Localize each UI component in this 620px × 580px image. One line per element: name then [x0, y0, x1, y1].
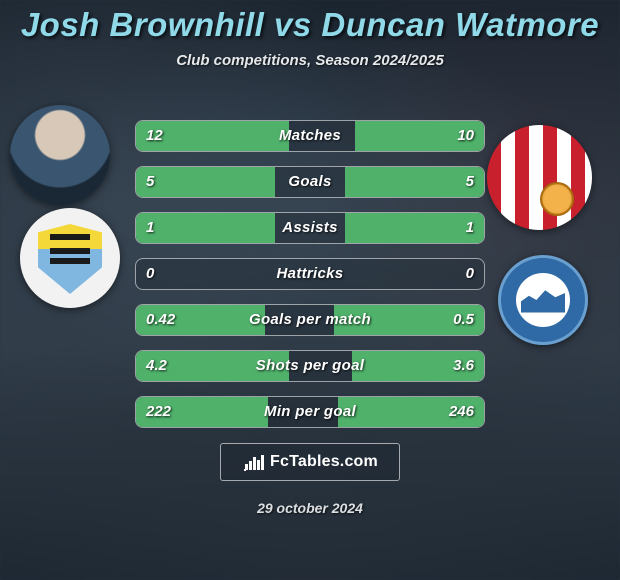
source-logo: FcTables.com — [220, 443, 400, 481]
barchart-icon — [242, 451, 264, 473]
stat-value-right: 10 — [457, 121, 474, 151]
stats-table: 12Matches105Goals51Assists10Hattricks00.… — [135, 120, 485, 442]
stat-label: Goals — [288, 167, 331, 197]
infographic-container: Josh Brownhill vs Duncan Watmore Club co… — [0, 0, 620, 580]
date-label: 29 october 2024 — [257, 500, 363, 516]
player1-club-crest — [20, 208, 120, 308]
stat-value-left: 12 — [146, 121, 163, 151]
player1-avatar — [10, 105, 110, 205]
stat-value-left: 0.42 — [146, 305, 175, 335]
stat-value-left: 1 — [146, 213, 154, 243]
stat-row: 5 Goals 5 — [135, 166, 485, 198]
stat-value-left: 5 — [146, 167, 154, 197]
stat-label: Hattricks — [277, 259, 344, 289]
stat-value-left: 0 — [146, 259, 154, 289]
stat-row: 4.2 Shots per goal 3.6 — [135, 350, 485, 382]
stat-row: 0.42 Goals per match 0.5 — [135, 304, 485, 336]
stat-row: 1 Assists 1 — [135, 212, 485, 244]
stat-row: 0 Hattricks 0 — [135, 258, 485, 290]
subtitle: Club competitions, Season 2024/2025 — [0, 52, 620, 69]
stat-value-left: 222 — [146, 397, 171, 427]
stat-fill-right — [345, 213, 484, 243]
stat-label: Shots per goal — [256, 351, 364, 381]
stat-label: Assists — [282, 213, 337, 243]
player2-avatar — [487, 125, 592, 230]
stat-value-right: 1 — [466, 213, 474, 243]
stat-value-right: 3.6 — [453, 351, 474, 381]
stat-value-right: 246 — [449, 397, 474, 427]
stat-label: Goals per match — [249, 305, 371, 335]
stat-label: Matches — [279, 121, 341, 151]
stat-value-right: 0.5 — [453, 305, 474, 335]
player2-club-crest — [498, 255, 588, 345]
stat-value-left: 4.2 — [146, 351, 167, 381]
stat-value-right: 0 — [466, 259, 474, 289]
stat-row: 12 Matches 10 — [135, 120, 485, 152]
player1-name: Josh Brownhill — [21, 6, 265, 43]
page-title: Josh Brownhill vs Duncan Watmore — [0, 0, 620, 44]
source-logo-text: FcTables.com — [270, 453, 378, 471]
stat-label: Min per goal — [264, 397, 356, 427]
stat-fill-left — [136, 213, 275, 243]
vs-label: vs — [274, 6, 312, 43]
stat-fill-left — [136, 167, 275, 197]
stat-value-right: 5 — [466, 167, 474, 197]
stat-row: 222 Min per goal 246 — [135, 396, 485, 428]
stat-fill-right — [345, 167, 484, 197]
player2-name: Duncan Watmore — [321, 6, 599, 43]
